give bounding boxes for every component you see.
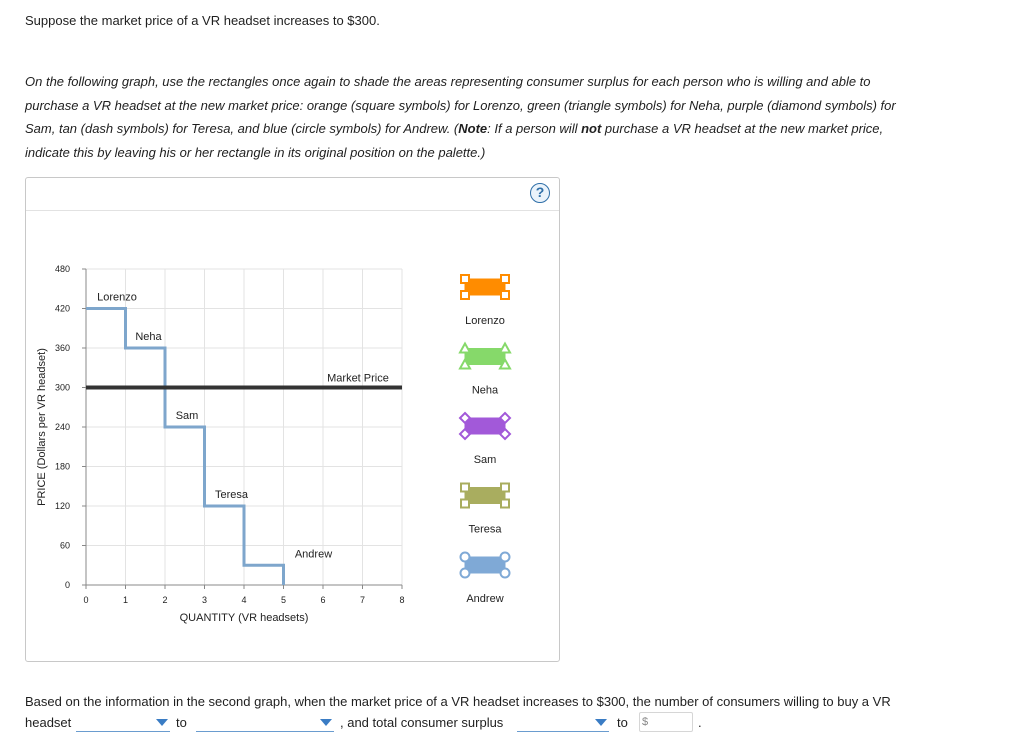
square-icon [460, 274, 470, 284]
diamond-icon [458, 411, 472, 425]
triangle-icon [458, 357, 472, 370]
panel-toolbar: ? [26, 178, 559, 211]
demand-label-lorenzo: Lorenzo [97, 292, 137, 304]
square-icon [500, 290, 510, 300]
y-tick-label: 120 [55, 501, 70, 511]
palette-fill [464, 417, 506, 435]
question-text: Suppose the market price of a VR headset… [25, 13, 380, 28]
x-tick-label: 6 [320, 595, 325, 605]
y-tick-label: 360 [55, 343, 70, 353]
y-tick-label: 240 [55, 422, 70, 432]
triangle-icon [498, 357, 512, 370]
to-word-1: to [176, 715, 187, 730]
dash-icon [500, 498, 510, 509]
circle-icon [499, 551, 511, 563]
demand-curve [86, 307, 285, 585]
help-icon[interactable]: ? [530, 183, 550, 203]
y-tick-label: 420 [55, 304, 70, 314]
triangle-icon [458, 341, 472, 354]
demand-label-andrew: Andrew [295, 548, 332, 560]
x-axis-label: QUANTITY (VR headsets) [180, 612, 309, 624]
diamond-icon [498, 411, 512, 425]
consumers-from-dropdown[interactable] [76, 713, 170, 732]
to-word-2: to [617, 715, 628, 730]
x-tick-label: 8 [399, 595, 404, 605]
x-tick-label: 0 [83, 595, 88, 605]
palette-fill [464, 348, 506, 365]
y-tick-label: 0 [65, 580, 70, 590]
demand-label-neha: Neha [135, 331, 162, 343]
diamond-icon [458, 427, 472, 441]
chevron-down-icon [156, 719, 168, 726]
graph-canvas[interactable]: 0 60 120 180 240 300 360 420 480 0 1 2 3 4 5 6 7 8 QUANTIT… [26, 178, 559, 661]
square-icon [500, 274, 510, 284]
triangle-icon [498, 341, 512, 354]
x-tick-label: 1 [123, 595, 128, 605]
y-tick-label: 60 [60, 541, 70, 551]
chevron-down-icon [595, 719, 607, 726]
palette-label-lorenzo: Lorenzo [465, 315, 505, 327]
x-tick-label: 3 [202, 595, 207, 605]
circle-icon [499, 567, 511, 579]
palette-label-sam: Sam [474, 454, 497, 466]
x-tick-label: 7 [360, 595, 365, 605]
palette-andrew-rectangle[interactable] [459, 551, 511, 579]
headset-word: headset [25, 715, 72, 730]
y-axis-label: PRICE (Dollars per VR headset) [36, 348, 48, 506]
note-label: Note [458, 121, 488, 136]
not-word: not [581, 121, 602, 136]
consumers-to-dropdown[interactable] [196, 713, 334, 732]
palette-teresa-rectangle[interactable] [460, 482, 510, 509]
surplus-direction-dropdown[interactable] [517, 713, 609, 732]
palette-fill [464, 487, 506, 504]
surplus-amount-input[interactable]: $ [639, 712, 693, 732]
x-tick-label: 5 [281, 595, 286, 605]
demand-label-sam: Sam [176, 410, 199, 422]
instructions: On the following graph, use the rectangl… [25, 74, 896, 160]
circle-icon [459, 551, 471, 563]
palette-neha-rectangle[interactable] [458, 341, 512, 370]
circle-icon [459, 567, 471, 579]
graph-panel: ? 0 60 120 180 240 300 360 420 480 0 1 2 3 4 5 6 7 8 QUANT… [25, 177, 560, 662]
period: . [698, 715, 702, 730]
x-tick-label: 2 [162, 595, 167, 605]
chevron-down-icon [320, 719, 332, 726]
dash-icon [460, 482, 470, 493]
bottom-sentence: Based on the information in the second g… [25, 690, 985, 714]
y-tick-label: 180 [55, 462, 70, 472]
y-tick-label: 480 [55, 264, 70, 274]
dash-icon [460, 498, 470, 509]
sentence-text: Based on the information in the second g… [25, 694, 891, 709]
y-tick-label: 300 [55, 383, 70, 393]
surplus-phrase: , and total consumer surplus [340, 715, 504, 730]
palette-lorenzo-rectangle[interactable] [460, 274, 510, 300]
square-icon [460, 290, 470, 300]
dash-icon [500, 482, 510, 493]
market-price-label: Market Price [327, 373, 389, 385]
x-tick-label: 4 [241, 595, 246, 605]
palette-label-teresa: Teresa [468, 524, 502, 536]
demand-label-teresa: Teresa [215, 489, 249, 501]
diamond-icon [498, 427, 512, 441]
palette-fill [464, 556, 506, 574]
palette-sam-rectangle[interactable] [458, 411, 512, 441]
palette-label-andrew: Andrew [466, 593, 503, 605]
palette-fill [464, 278, 506, 296]
palette-label-neha: Neha [472, 385, 499, 397]
